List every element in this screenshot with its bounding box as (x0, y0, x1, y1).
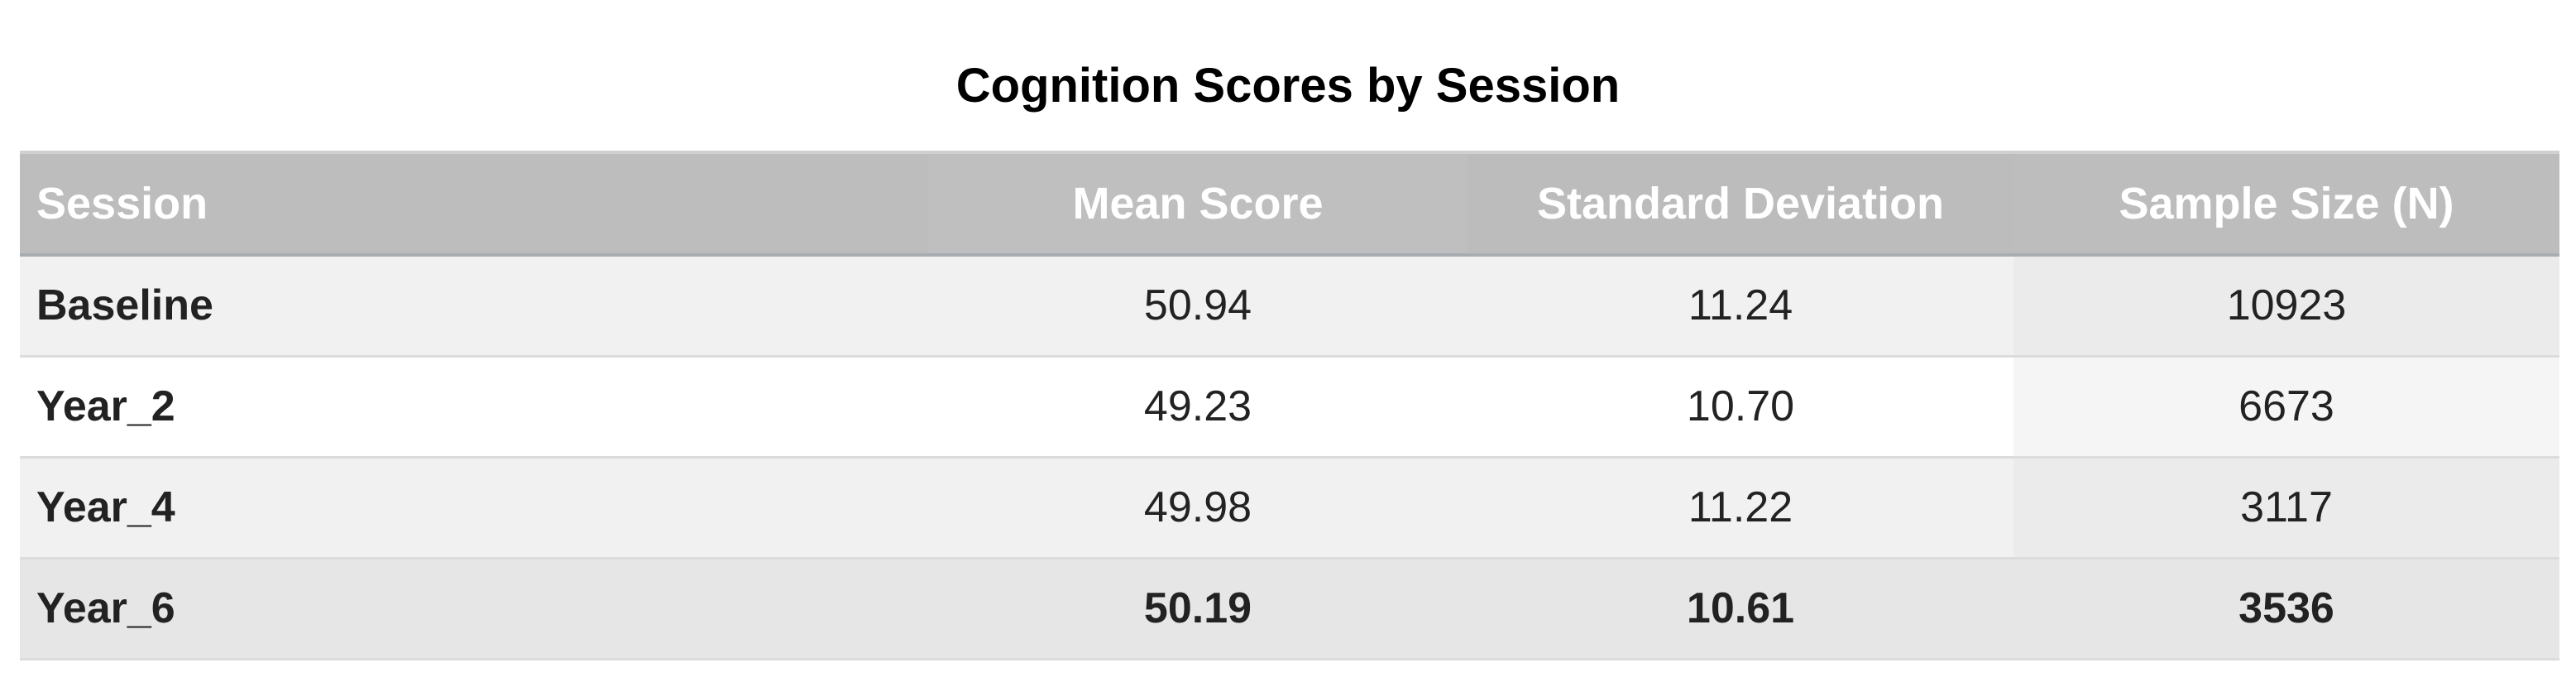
cell-session: Year_2 (20, 356, 928, 457)
table-title: Cognition Scores by Session (955, 59, 1621, 113)
table-row: Year_4 49.98 11.22 3117 (20, 457, 2559, 558)
cell-standard-deviation: 10.61 (1468, 558, 2013, 659)
column-header-sample-size: Sample Size (N) (2013, 151, 2559, 257)
cell-mean-score: 49.23 (928, 356, 1468, 457)
table-body: Baseline 50.94 11.24 10923 Year_2 49.23 … (20, 255, 2559, 659)
table-row: Year_2 49.23 10.70 6673 (20, 356, 2559, 457)
cell-session: Year_4 (20, 457, 928, 558)
cell-mean-score: 49.98 (928, 457, 1468, 558)
cell-mean-score: 50.19 (928, 558, 1468, 659)
cell-sample-size: 6673 (2013, 356, 2559, 457)
cognition-scores-table: Session Mean Score Standard Deviation Sa… (20, 151, 2559, 661)
cell-standard-deviation: 10.70 (1468, 356, 2013, 457)
column-header-standard-deviation: Standard Deviation (1468, 151, 2013, 257)
cell-session: Year_6 (20, 558, 928, 659)
cell-sample-size: 3117 (2013, 457, 2559, 558)
cell-standard-deviation: 11.24 (1468, 255, 2013, 356)
column-header-session: Session (20, 151, 928, 257)
table-row: Baseline 50.94 11.24 10923 (20, 255, 2559, 356)
cell-standard-deviation: 11.22 (1468, 457, 2013, 558)
cell-sample-size: 3536 (2013, 558, 2559, 659)
cell-sample-size: 10923 (2013, 255, 2559, 356)
table-row: Year_6 50.19 10.61 3536 (20, 558, 2559, 659)
column-header-mean-score: Mean Score (928, 151, 1468, 257)
header-row: Session Mean Score Standard Deviation Sa… (20, 151, 2559, 257)
cell-session: Baseline (20, 255, 928, 356)
cell-mean-score: 50.94 (928, 255, 1468, 356)
table-header: Session Mean Score Standard Deviation Sa… (20, 151, 2559, 257)
